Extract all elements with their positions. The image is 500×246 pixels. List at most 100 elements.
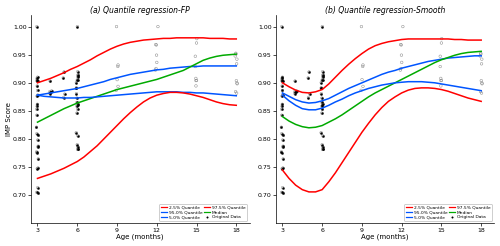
Point [278,79,285,83]
Point [278,138,286,142]
Point [438,41,446,45]
Point [34,145,42,149]
Point [33,132,41,136]
Point [278,150,285,154]
Point [74,147,82,151]
Point [318,100,326,104]
Point [34,138,42,142]
Point [60,96,68,100]
Point [318,92,326,96]
Point [33,113,41,117]
Point [34,102,42,106]
Point [278,138,286,142]
Point [304,76,312,80]
Point [74,102,82,106]
Point [278,150,285,154]
Point [318,147,326,151]
Point [278,75,286,79]
Point [34,75,42,79]
Point [319,134,327,138]
Point [318,102,326,106]
Point [74,70,82,74]
Point [74,74,82,78]
Point [72,131,80,135]
Point [33,84,41,88]
Point [438,78,446,82]
X-axis label: Age (months): Age (months) [362,234,409,240]
Point [114,84,122,88]
Point [231,54,239,58]
Point [278,125,285,129]
Point [318,78,326,82]
Point [33,167,41,170]
Point [113,78,121,82]
Point [152,43,160,47]
Point [278,186,286,190]
Point [74,147,82,151]
Point [278,151,285,154]
Point [32,107,40,111]
Point [74,75,82,79]
Point [278,94,286,98]
Point [319,74,327,78]
Point [292,90,300,94]
Point [278,102,286,106]
Title: (b) Quantile regression-Smooth: (b) Quantile regression-Smooth [325,6,446,15]
Point [72,86,80,90]
Point [304,96,312,100]
Point [46,79,54,83]
Point [114,64,122,68]
Point [318,103,326,107]
Point [33,104,41,108]
Point [278,190,285,194]
Point [318,143,326,147]
Point [47,90,55,94]
Point [33,77,41,80]
Point [74,102,82,106]
Point [436,64,444,68]
Point [72,81,80,85]
Point [72,92,80,96]
Point [318,75,326,79]
Point [279,79,287,83]
Point [59,76,67,80]
Point [398,61,406,64]
Point [73,104,81,108]
Point [34,79,42,83]
Point [32,107,40,111]
Point [318,100,326,104]
Point [33,104,41,108]
Point [397,43,405,47]
Point [112,25,120,29]
Point [318,70,326,74]
Point [280,191,287,195]
Point [233,57,241,61]
Point [34,186,42,190]
Point [34,145,42,149]
Point [72,81,80,85]
Point [278,113,285,117]
Point [318,25,326,29]
Point [318,143,326,147]
Point [74,147,82,151]
Point [46,92,54,95]
Point [278,25,286,29]
Point [318,96,326,100]
Point [318,96,326,100]
Point [437,84,445,88]
Point [305,70,313,74]
Point [33,151,41,154]
Point [192,41,200,45]
Point [74,107,82,111]
Point [318,145,326,149]
Point [317,131,325,135]
Point [232,52,240,56]
Point [73,143,81,147]
Point [74,145,82,149]
Point [60,70,68,74]
Point [34,79,42,83]
Point [357,88,365,92]
Point [278,77,286,80]
Point [278,25,286,29]
Point [476,51,484,55]
